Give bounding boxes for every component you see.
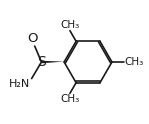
Text: CH₃: CH₃ <box>125 57 144 67</box>
Text: CH₃: CH₃ <box>60 20 80 30</box>
Text: O: O <box>28 32 38 45</box>
Polygon shape <box>41 61 64 63</box>
Text: S: S <box>37 55 46 69</box>
Text: CH₃: CH₃ <box>60 94 80 104</box>
Text: H₂N: H₂N <box>9 79 30 89</box>
